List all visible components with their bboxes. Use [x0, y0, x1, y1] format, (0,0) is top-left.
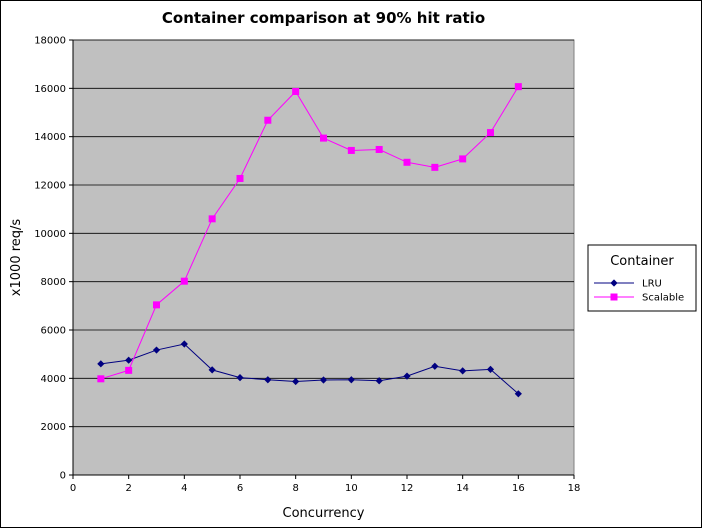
x-axis-label: Concurrency — [283, 506, 365, 521]
legend-item: Scalable — [594, 293, 684, 304]
y-tick-label: 16000 — [34, 84, 66, 95]
x-tick-label: 16 — [512, 483, 525, 494]
plot-area — [72, 39, 575, 476]
data-point — [264, 376, 272, 384]
x-tick-label: 4 — [181, 483, 187, 494]
y-axis-label: x1000 req/s — [9, 219, 24, 297]
x-axis-ticks: 0 2 4 6 8 10 12 14 16 18 — [70, 475, 581, 494]
y-axis-ticks: 0 2000 4000 6000 8000 10000 12000 14000 16000 180… — [34, 36, 73, 482]
data-point — [97, 375, 105, 383]
data-point — [292, 377, 300, 386]
data-point — [153, 301, 160, 309]
x-tick-label: 12 — [401, 483, 414, 494]
y-tick-label: 18000 — [34, 36, 66, 47]
y-tick-label: 0 — [60, 471, 66, 482]
series-layer — [97, 83, 522, 398]
data-point — [514, 390, 522, 398]
series-lru — [97, 340, 522, 398]
data-point — [264, 116, 272, 124]
data-point — [487, 129, 494, 137]
data-point — [97, 360, 105, 368]
y-tick-label: 8000 — [41, 277, 66, 288]
x-tick-label: 14 — [456, 483, 469, 494]
legend-title: Container — [610, 254, 674, 269]
legend-label: Scalable — [642, 293, 684, 304]
x-tick-label: 10 — [345, 483, 358, 494]
data-point — [236, 374, 244, 382]
y-tick-label: 6000 — [41, 326, 66, 337]
data-point — [208, 366, 216, 374]
data-point — [319, 376, 328, 384]
data-point — [514, 83, 522, 91]
data-point — [152, 346, 161, 354]
series-line — [100, 343, 519, 395]
data-point — [236, 174, 244, 182]
data-point — [208, 215, 216, 223]
y-tick-label: 14000 — [34, 132, 66, 143]
legend-items: LRU Scalable — [594, 279, 684, 304]
data-point — [347, 146, 355, 154]
x-tick-label: 2 — [125, 483, 131, 494]
x-tick-label: 6 — [237, 483, 243, 494]
y-tick-label: 10000 — [34, 229, 66, 240]
legend-label: LRU — [642, 279, 662, 290]
legend-item: LRU — [594, 279, 662, 290]
chart-title: Container comparison at 90% hit ratio — [162, 9, 485, 27]
data-point — [125, 366, 133, 374]
data-point — [180, 340, 188, 348]
x-tick-label: 18 — [568, 483, 581, 494]
data-point — [459, 367, 467, 375]
data-point — [431, 163, 439, 171]
data-point — [180, 277, 188, 285]
legend-marker — [610, 293, 618, 301]
data-point — [431, 362, 439, 370]
series-line — [100, 86, 519, 380]
series-scalable — [97, 83, 522, 383]
data-point — [486, 365, 495, 373]
data-point — [403, 158, 411, 166]
y-tick-label: 4000 — [41, 374, 66, 385]
data-point — [320, 134, 327, 142]
data-point — [459, 155, 467, 163]
data-point — [403, 372, 411, 380]
data-point — [292, 87, 300, 95]
legend: Container LRU Scalable — [587, 244, 697, 312]
x-tick-label: 8 — [292, 483, 298, 494]
legend-marker — [610, 279, 618, 287]
axes — [72, 40, 574, 476]
data-point — [375, 377, 383, 385]
legend-box — [587, 244, 697, 312]
data-point — [375, 145, 383, 153]
data-point — [347, 376, 355, 384]
y-tick-label: 12000 — [34, 181, 66, 192]
y-tick-label: 2000 — [41, 422, 66, 433]
x-tick-label: 0 — [70, 483, 76, 494]
data-point — [125, 356, 133, 364]
